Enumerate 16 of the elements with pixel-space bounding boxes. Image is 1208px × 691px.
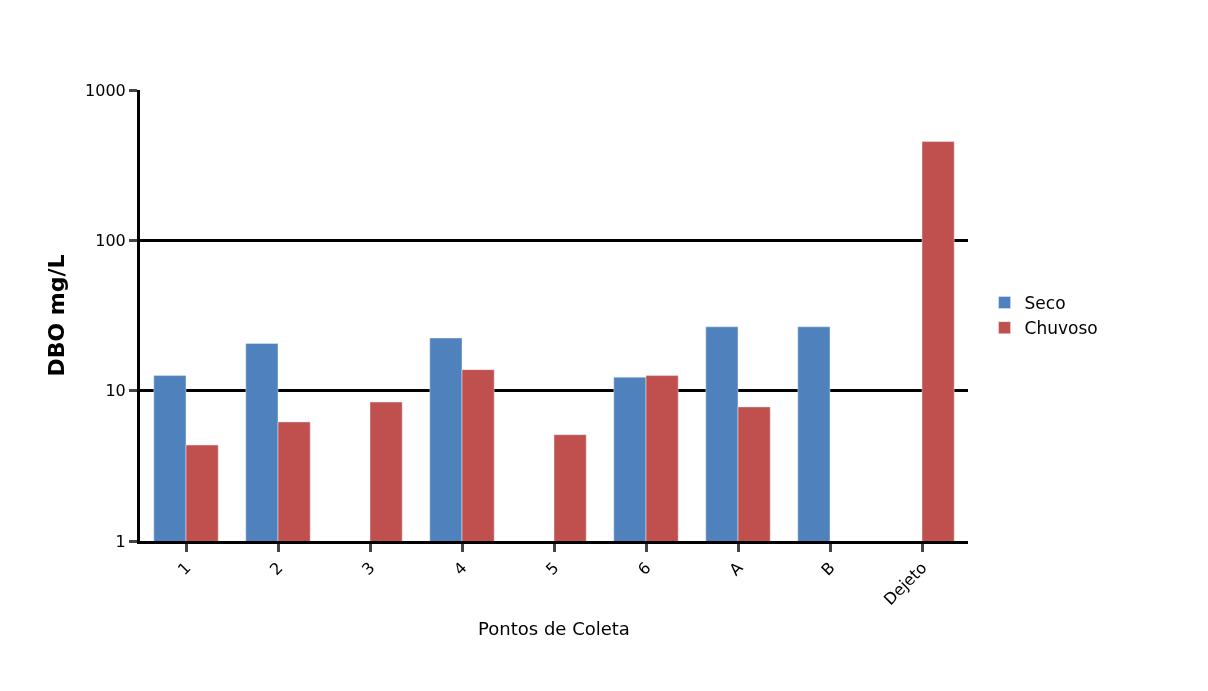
y-axis-title: DBO mg/L	[43, 254, 69, 377]
legend-label: Chuvoso	[1024, 318, 1098, 339]
y-tick-label: 1	[115, 531, 126, 551]
x-tick-label: 1	[173, 558, 195, 579]
x-tick-label: A	[725, 558, 747, 580]
x-tick-label: 3	[357, 558, 379, 579]
x-tick-label: B	[817, 558, 839, 580]
x-tick-label: 4	[449, 558, 471, 579]
x-axis-title: Pontos de Coleta	[478, 617, 630, 639]
x-tick-label: 6	[633, 558, 655, 579]
x-tick-label: 5	[541, 558, 563, 579]
y-tick-label: 10	[105, 381, 126, 401]
legend-label: Seco	[1024, 293, 1066, 314]
x-tick-label: 2	[265, 558, 287, 579]
y-tick-label: 100	[95, 230, 126, 250]
y-tick-label: 1000	[85, 80, 126, 100]
